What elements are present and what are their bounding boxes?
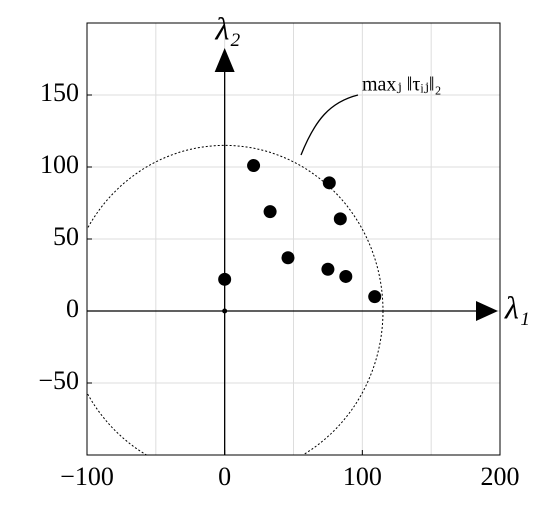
point [322, 176, 336, 190]
point [368, 290, 382, 304]
y-tick-label: 50 [53, 222, 79, 251]
point [321, 262, 335, 276]
y-tick-label: 150 [40, 78, 79, 107]
origin-dot [222, 308, 228, 314]
y-tick-label: −50 [38, 366, 79, 395]
x-tick-label: 0 [218, 462, 231, 491]
point [247, 159, 261, 173]
point [339, 269, 353, 283]
x-tick-label: −100 [60, 462, 114, 491]
x-tick-label: 100 [343, 462, 382, 491]
y-arrow [214, 48, 235, 72]
bound-circle [87, 144, 384, 455]
y-tick-label: 0 [66, 294, 79, 323]
point [263, 205, 277, 219]
point [333, 212, 347, 226]
y-tick-label: 100 [40, 150, 79, 179]
annotation: maxⱼ ‖τᵢⱼ‖₂ [362, 74, 442, 96]
point [281, 251, 295, 265]
x-tick-label: 200 [481, 462, 520, 491]
annotation-leader [300, 94, 359, 156]
point [218, 272, 232, 286]
y-axis-label: λ₂ [215, 10, 241, 46]
x-arrow [476, 301, 498, 321]
x-axis-label: λ₁ [504, 289, 530, 325]
